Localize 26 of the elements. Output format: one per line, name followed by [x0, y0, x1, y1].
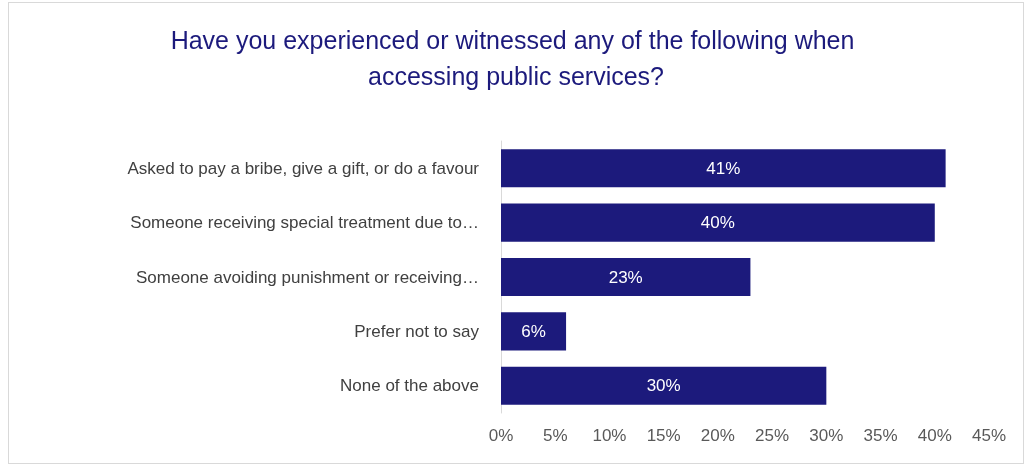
- x-tick-label: 40%: [917, 426, 952, 445]
- data-label: 30%: [646, 376, 681, 396]
- x-tick-label: 35%: [863, 426, 898, 445]
- y-tick-label: Prefer not to say: [354, 321, 480, 341]
- bar: [501, 366, 827, 405]
- x-tick-label: 20%: [700, 426, 735, 445]
- y-tick-label: Someone receiving special treatment due to…: [130, 213, 479, 233]
- y-tick-label: None of the above: [340, 376, 479, 396]
- chart-title: Have you experienced or witnessed any of the following when accessing public services?: [170, 26, 862, 90]
- bar: [501, 203, 935, 242]
- x-tick-label: 15%: [646, 426, 681, 445]
- y-tick-label: Asked to pay a bribe, give a gift, or do a favour: [127, 158, 480, 178]
- x-tick-label: 10%: [592, 426, 627, 445]
- x-tick-label: 45%: [971, 426, 1007, 445]
- data-label: 6%: [521, 321, 546, 341]
- y-tick-label: Someone avoiding punishment or receiving…: [135, 267, 479, 287]
- data-label: 41%: [706, 158, 741, 178]
- x-tick-label: 5%: [542, 426, 568, 445]
- bar: [501, 149, 946, 188]
- x-tick-label: 0%: [488, 426, 514, 445]
- x-tick-label: 25%: [755, 426, 790, 445]
- bar: [501, 257, 751, 297]
- data-label: 40%: [700, 213, 735, 233]
- bar: [501, 312, 567, 351]
- data-label: 23%: [608, 267, 643, 287]
- x-tick-label: 30%: [809, 426, 844, 445]
